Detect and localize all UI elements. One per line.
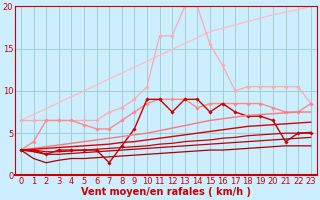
X-axis label: Vent moyen/en rafales ( km/h ): Vent moyen/en rafales ( km/h ) [81, 187, 251, 197]
